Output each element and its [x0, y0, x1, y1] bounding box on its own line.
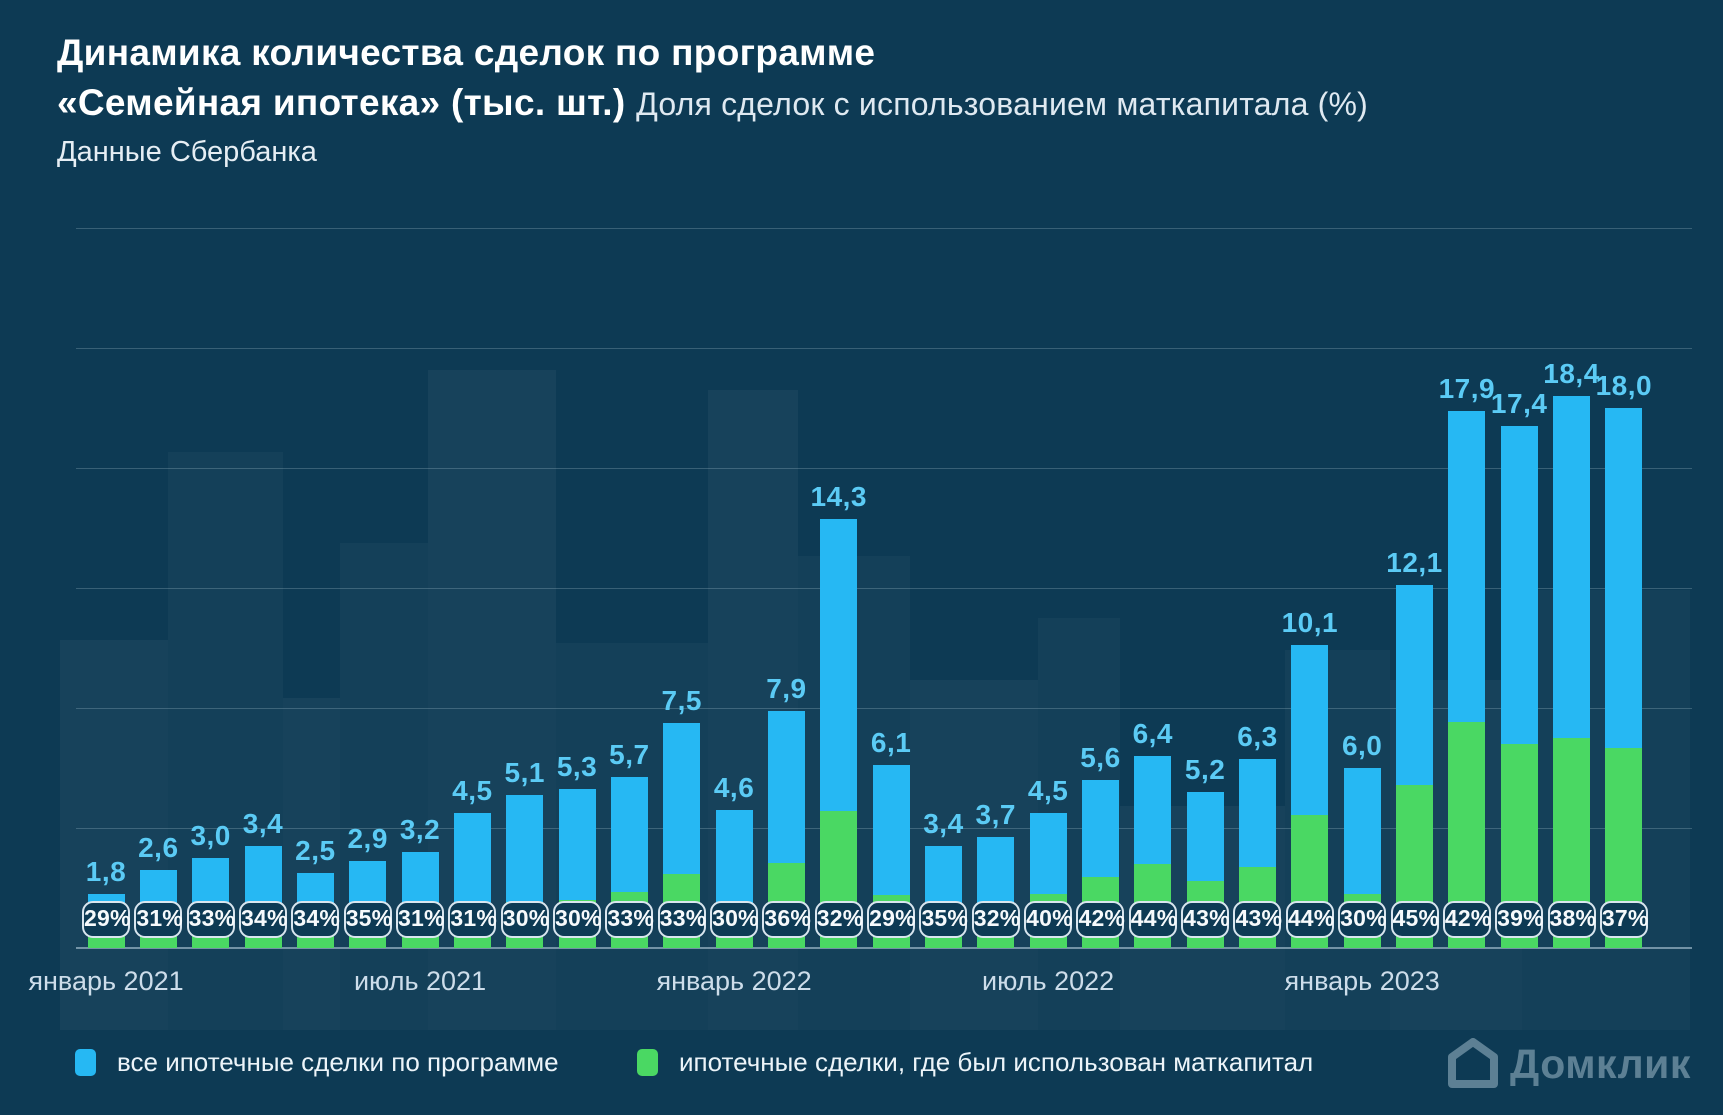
gridline — [76, 228, 1692, 229]
gridline — [76, 588, 1692, 589]
share-badge: 38% — [1547, 901, 1596, 938]
bar-value-label: 3,7 — [975, 799, 1016, 830]
share-badge: 37% — [1599, 901, 1648, 938]
bar-value-label: 17,9 — [1438, 373, 1496, 404]
bar-value-label: 5,7 — [609, 739, 650, 770]
legend-item-total: все ипотечные сделки по программе — [75, 1047, 559, 1078]
share-badge: 30% — [710, 901, 759, 938]
share-badge: 32% — [971, 901, 1020, 938]
x-axis-label: июль 2021 — [353, 966, 487, 996]
share-badge: 45% — [1390, 901, 1439, 938]
gridline — [76, 348, 1692, 349]
share-badge: 42% — [1442, 901, 1491, 938]
bar-value-label: 4,5 — [1027, 775, 1069, 806]
bar-value-label: 17,4 — [1490, 388, 1548, 419]
bar-value-label: 14,3 — [810, 481, 867, 512]
bar-value-label: 2,5 — [295, 835, 336, 866]
share-badge: 44% — [1285, 901, 1334, 938]
data-source-label: Данные Сбербанка — [57, 136, 317, 168]
share-badge: 33% — [657, 901, 706, 938]
title-secondary: Доля сделок с использованием маткапитала… — [636, 86, 1369, 122]
bar-value-label: 6,4 — [1132, 718, 1174, 749]
share-badge: 34% — [291, 901, 340, 938]
bar-value-label: 1,8 — [85, 856, 127, 887]
bar-value-label: 5,6 — [1080, 742, 1121, 773]
share-badge: 44% — [1128, 901, 1177, 938]
bar-value-label: 2,9 — [347, 823, 388, 854]
x-axis-label: январь 2021 — [28, 966, 184, 996]
bar-value-label: 2,6 — [138, 832, 179, 863]
bar-value-label: 10,1 — [1281, 607, 1339, 638]
legend-item-matcapital: ипотечные сделки, где был использован ма… — [637, 1047, 1313, 1078]
legend-label-matcapital: ипотечные сделки, где был использован ма… — [679, 1047, 1314, 1077]
bar-value-label: 5,1 — [504, 757, 545, 788]
share-badge: 29% — [867, 901, 916, 938]
skyline-block — [60, 640, 168, 1030]
bar-value-label: 6,3 — [1237, 721, 1278, 752]
bar-value-label: 7,9 — [766, 673, 807, 704]
skyline-block — [283, 698, 340, 1030]
x-axis-label: январь 2023 — [1284, 966, 1440, 996]
brand-logo: Домклик — [1448, 1038, 1691, 1090]
share-badge: 31% — [448, 901, 497, 938]
share-badge: 36% — [762, 901, 811, 938]
legend-label-total: все ипотечные сделки по программе — [117, 1047, 559, 1077]
share-badge: 34% — [239, 901, 287, 938]
bar-value-label: 18,4 — [1543, 358, 1600, 389]
share-badge: 39% — [1495, 901, 1544, 938]
x-axis-line — [76, 947, 1692, 949]
skyline-block — [340, 543, 428, 1030]
share-badge: 30% — [500, 901, 549, 938]
share-badge: 29% — [82, 901, 130, 938]
share-badge: 43% — [1233, 901, 1282, 938]
share-badge: 43% — [1181, 901, 1230, 938]
bar-value-label: 12,1 — [1386, 547, 1443, 578]
bar-value-label: 4,5 — [452, 775, 493, 806]
share-badge: 31% — [134, 901, 183, 938]
gridline — [76, 468, 1692, 469]
share-badge: 30% — [553, 901, 601, 938]
bar-value-label: 5,2 — [1184, 754, 1226, 785]
bar-value-label: 5,3 — [556, 751, 598, 782]
bar-value-label: 18,0 — [1595, 370, 1653, 401]
bar-value-label: 7,5 — [661, 685, 702, 716]
share-badge: 33% — [186, 901, 235, 938]
legend-swatch-blue — [75, 1049, 96, 1076]
title-line2-bold: «Семейная ипотека» (тыс. шт.) — [57, 82, 626, 123]
domclick-house-icon — [1448, 1038, 1498, 1088]
share-badge: 42% — [1076, 901, 1125, 938]
bar-value-label: 6,1 — [870, 727, 912, 758]
share-badge: 32% — [814, 901, 863, 938]
bar-value-label: 3,4 — [242, 808, 284, 839]
page-title: Динамика количества сделок по программе … — [57, 28, 1368, 129]
share-badge: 40% — [1024, 901, 1073, 938]
x-axis-label: июль 2022 — [982, 966, 1115, 996]
x-axis-label: январь 2022 — [656, 966, 812, 996]
share-badge: 30% — [1338, 901, 1387, 938]
share-badge: 35% — [343, 901, 392, 938]
bar-value-label: 3,0 — [190, 820, 231, 851]
bar-value-label: 4,6 — [713, 772, 755, 803]
bar-value-label: 3,2 — [399, 814, 441, 845]
gridline — [76, 708, 1692, 709]
bar-value-label: 3,4 — [923, 808, 964, 839]
share-badge: 33% — [605, 901, 654, 938]
share-badge: 31% — [396, 901, 444, 938]
brand-name: Домклик — [1510, 1040, 1691, 1087]
legend-swatch-green — [637, 1049, 658, 1076]
bar-value-label: 6,0 — [1341, 730, 1383, 761]
title-line1: Динамика количества сделок по программе — [57, 32, 876, 73]
share-badge: 35% — [919, 901, 968, 938]
